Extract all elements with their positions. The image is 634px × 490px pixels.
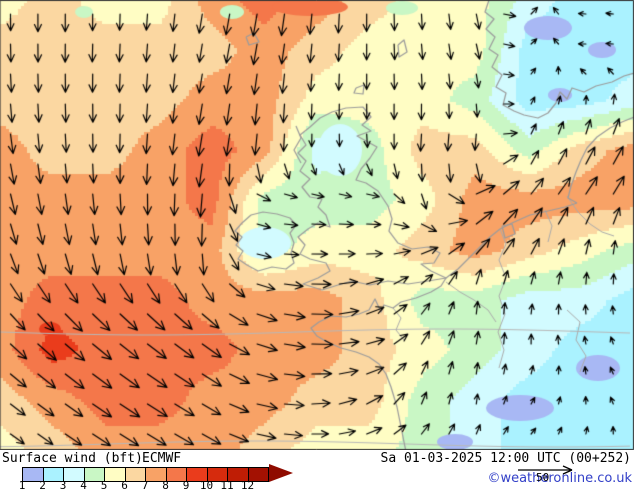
copyright-link[interactable]: ©weatheronline.co.uk [487,471,632,486]
scale-tick-label: 4 [80,479,87,490]
scale-tick-label: 3 [59,479,67,490]
scale-tick-label: 2 [39,479,46,490]
wind-speed-scale [22,467,269,482]
scale-tick-label: 9 [182,479,190,490]
scale-tick-label: 12 [240,479,255,490]
scale-segment [146,468,167,481]
scale-segment [23,468,44,481]
scale-tick-label: 10 [199,479,214,490]
scale-tick-label: 1 [18,479,26,490]
scale-segment [228,468,249,481]
map-title: Surface wind (bft) [2,451,143,466]
model-label: ECMWF [142,451,182,466]
scale-tick-label: 6 [121,479,128,490]
legend-bar: Surface wind (bft) ECMWF Sa 01-03-2025 1… [0,450,634,490]
scale-segment [64,468,85,481]
scale-segment [105,468,126,481]
reference-wind-arrow-icon [518,465,573,475]
scale-tick-label: 8 [162,479,169,490]
scale-segment [43,468,64,481]
scale-tick-label: 11 [220,479,234,490]
wind-map-canvas [0,0,634,450]
scale-tick-label: 7 [141,479,149,490]
scale-tick-labels: 1 2 3 4 5 6 7 8 9 10 11 12 [0,479,634,490]
scale-segment [207,468,228,481]
scale-segment [248,468,268,481]
scale-segment [125,468,146,481]
scale-arrow-icon [269,464,293,482]
scale-segment [84,468,105,481]
reference-wind-arrow-label: 50 [536,471,550,484]
valid-time-label: Sa 01-03-2025 12:00 UTC (00+252) [380,451,631,466]
scale-tick-label: 5 [100,479,108,490]
scale-segment [187,468,208,481]
scale-segment [166,468,187,481]
